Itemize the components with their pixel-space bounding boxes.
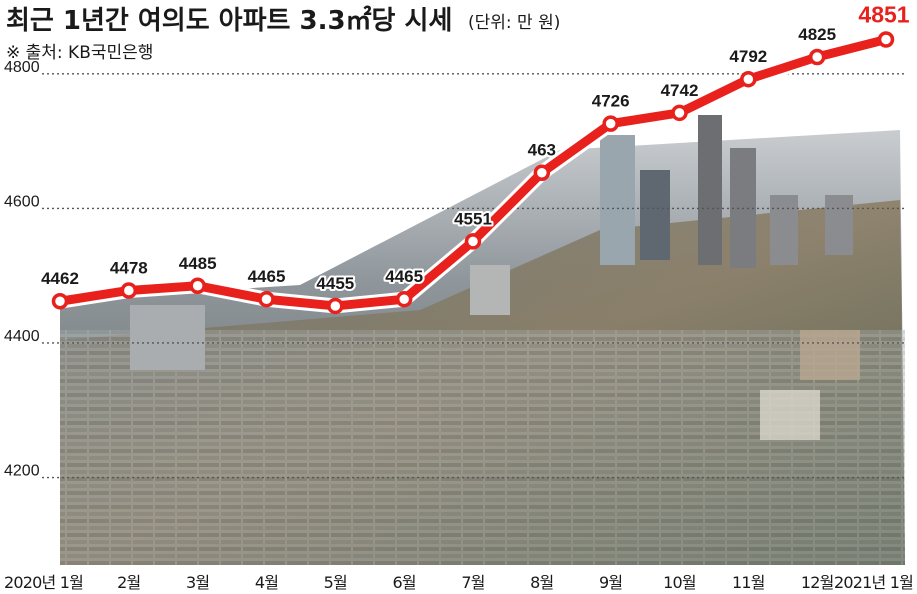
- data-point: [877, 31, 895, 48]
- data-label: 463: [528, 141, 556, 160]
- data-label: 4726: [592, 92, 630, 111]
- data-label: 4825: [798, 25, 836, 44]
- data-label: 4551: [454, 209, 492, 228]
- x-tick-label: 2020년 1월: [4, 573, 83, 592]
- chart-title: 최근 1년간 여의도 아파트 3.3㎡당 시세: [6, 5, 452, 36]
- data-label: 4465: [385, 267, 423, 286]
- data-label: 4455: [316, 274, 354, 293]
- data-label: 4485: [179, 254, 217, 273]
- x-tick-label: 10월: [663, 573, 696, 592]
- x-tick-label: 5월: [324, 573, 347, 592]
- data-label: 4465: [248, 267, 286, 286]
- x-tick-label: 7월: [461, 573, 484, 592]
- data-point: [258, 290, 275, 308]
- x-tick-label: 6월: [393, 573, 416, 592]
- y-tick-label: 4400: [4, 328, 40, 345]
- data-labels: 4462 4478 4485 4465 4455 4465 4551 463 4726 4742 4…: [39, 0, 912, 295]
- x-tick-label: 2021년 1월: [834, 573, 913, 592]
- data-point: [671, 104, 688, 122]
- data-point: [120, 282, 138, 299]
- y-tick-label: 4800: [4, 59, 40, 76]
- x-tick-label: 12월: [801, 573, 834, 592]
- data-label: 4792: [729, 47, 767, 66]
- x-tick-label: 2월: [117, 573, 140, 592]
- data-label: 4478: [110, 258, 148, 277]
- y-tick-label: 4600: [4, 193, 40, 210]
- data-point: [740, 70, 757, 88]
- x-tick-label: 4월: [255, 573, 278, 592]
- chart-unit: (단위: 만 원): [468, 13, 560, 33]
- data-point: [808, 48, 826, 66]
- data-label: 4742: [661, 81, 699, 100]
- x-tick-label: 3월: [186, 573, 209, 592]
- y-tick-label: 4200: [4, 463, 40, 480]
- data-point: [395, 290, 413, 308]
- background-photo: [60, 115, 905, 565]
- data-point: [51, 292, 69, 310]
- y-axis-ticks: 4200 4400 4600 4800: [4, 59, 40, 480]
- x-axis-ticks: 2020년 1월 2월 3월 4월 5월 6월 7월 8월 9월 10월 11월 12월 2021년 1…: [4, 573, 914, 592]
- data-point: [189, 277, 206, 295]
- x-tick-label: 8월: [530, 573, 553, 592]
- data-point: [533, 164, 551, 181]
- x-tick-label: 11월: [732, 573, 765, 592]
- chart-source: ※ 출처: KB국민은행: [6, 43, 153, 63]
- gridlines: [42, 73, 905, 479]
- x-tick-label: 9월: [599, 573, 622, 592]
- data-label: 4851: [858, 2, 909, 28]
- data-markers: [51, 31, 895, 315]
- data-point: [464, 233, 482, 250]
- data-label: 4462: [41, 269, 79, 288]
- data-point: [327, 297, 344, 315]
- data-point: [602, 115, 619, 132]
